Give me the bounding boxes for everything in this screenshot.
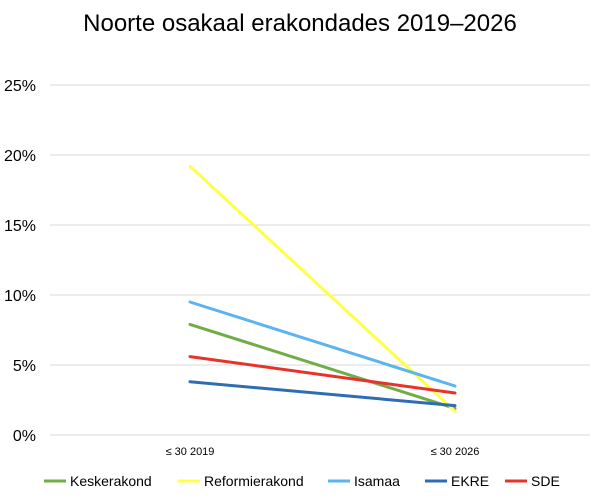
series-line-ekre bbox=[188, 380, 457, 408]
y-tick-label: 5% bbox=[13, 358, 36, 375]
y-tick-label: 0% bbox=[13, 428, 36, 445]
chart-title-text: Noorte osakaal erakondades 2019–2026 bbox=[83, 10, 517, 37]
y-tick-label: 10% bbox=[4, 288, 36, 305]
x-tick-label: ≤ 30 2026 bbox=[431, 446, 480, 458]
y-tick-label: 20% bbox=[4, 148, 36, 165]
legend-label: Reformierakond bbox=[204, 473, 304, 489]
legend-label: Keskerakond bbox=[70, 473, 152, 489]
series-line-keskerakond bbox=[188, 322, 457, 410]
legend-label: EKRE bbox=[451, 473, 489, 489]
legend-label: Isamaa bbox=[354, 473, 400, 489]
series-line-isamaa bbox=[188, 300, 457, 388]
series-line-reformierakond bbox=[188, 164, 457, 413]
chart-title: Noorte osakaal erakondades 2019–2026 bbox=[0, 8, 600, 40]
x-tick-label: ≤ 30 2019 bbox=[166, 446, 215, 458]
y-tick-label: 25% bbox=[4, 78, 36, 95]
series-line-sde bbox=[188, 355, 457, 395]
y-tick-label: 15% bbox=[4, 218, 36, 235]
legend-label: SDE bbox=[531, 473, 560, 489]
